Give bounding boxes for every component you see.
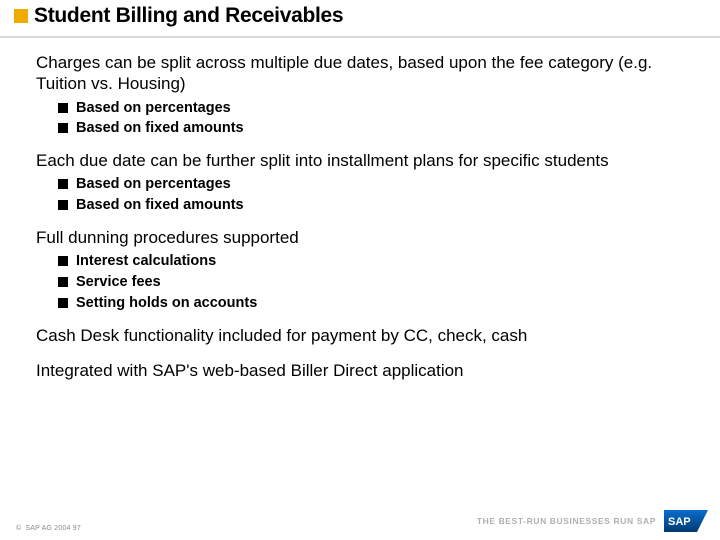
- section-text: Cash Desk functionality included for pay…: [36, 325, 700, 346]
- list-item: Based on percentages: [58, 99, 700, 118]
- list-item: Based on fixed amounts: [58, 196, 700, 215]
- square-bullet-icon: [58, 123, 68, 133]
- bullet-text: Setting holds on accounts: [76, 294, 257, 313]
- square-bullet-icon: [58, 256, 68, 266]
- list-item: Service fees: [58, 273, 700, 292]
- section-text: Integrated with SAP's web-based Biller D…: [36, 360, 700, 381]
- bullet-list: Based on percentages Based on fixed amou…: [58, 99, 700, 139]
- section: Each due date can be further split into …: [36, 150, 700, 215]
- header-bullet-icon: [14, 9, 28, 23]
- bullet-text: Based on percentages: [76, 175, 231, 194]
- bullet-text: Based on percentages: [76, 99, 231, 118]
- square-bullet-icon: [58, 277, 68, 287]
- footer-branding: THE BEST-RUN BUSINESSES RUN SAP SAP: [477, 510, 708, 532]
- square-bullet-icon: [58, 200, 68, 210]
- copyright-text: SAP AG 2004 97: [16, 525, 81, 532]
- section: Charges can be split across multiple due…: [36, 52, 700, 138]
- bullet-text: Interest calculations: [76, 252, 216, 271]
- list-item: Interest calculations: [58, 252, 700, 271]
- section-text: Each due date can be further split into …: [36, 150, 700, 171]
- section: Cash Desk functionality included for pay…: [36, 325, 700, 346]
- list-item: Based on fixed amounts: [58, 119, 700, 138]
- square-bullet-icon: [58, 298, 68, 308]
- bullet-text: Based on fixed amounts: [76, 119, 244, 138]
- square-bullet-icon: [58, 179, 68, 189]
- bullet-list: Based on percentages Based on fixed amou…: [58, 175, 700, 215]
- slide-header: Student Billing and Receivables: [0, 0, 720, 38]
- list-item: Setting holds on accounts: [58, 294, 700, 313]
- section-text: Full dunning procedures supported: [36, 227, 700, 248]
- section: Integrated with SAP's web-based Biller D…: [36, 360, 700, 381]
- square-bullet-icon: [58, 103, 68, 113]
- bullet-list: Interest calculations Service fees Setti…: [58, 252, 700, 313]
- tagline-text: THE BEST-RUN BUSINESSES RUN SAP: [477, 516, 656, 526]
- section-text: Charges can be split across multiple due…: [36, 52, 700, 95]
- bullet-text: Based on fixed amounts: [76, 196, 244, 215]
- sap-logo-text: SAP: [668, 516, 691, 528]
- sap-logo-icon: SAP: [664, 510, 708, 532]
- slide-title: Student Billing and Receivables: [34, 4, 343, 28]
- list-item: Based on percentages: [58, 175, 700, 194]
- slide-content: Charges can be split across multiple due…: [0, 38, 720, 381]
- section: Full dunning procedures supported Intere…: [36, 227, 700, 313]
- bullet-text: Service fees: [76, 273, 161, 292]
- slide-footer: SAP AG 2004 97 THE BEST-RUN BUSINESSES R…: [16, 510, 708, 532]
- slide: Student Billing and Receivables Charges …: [0, 0, 720, 540]
